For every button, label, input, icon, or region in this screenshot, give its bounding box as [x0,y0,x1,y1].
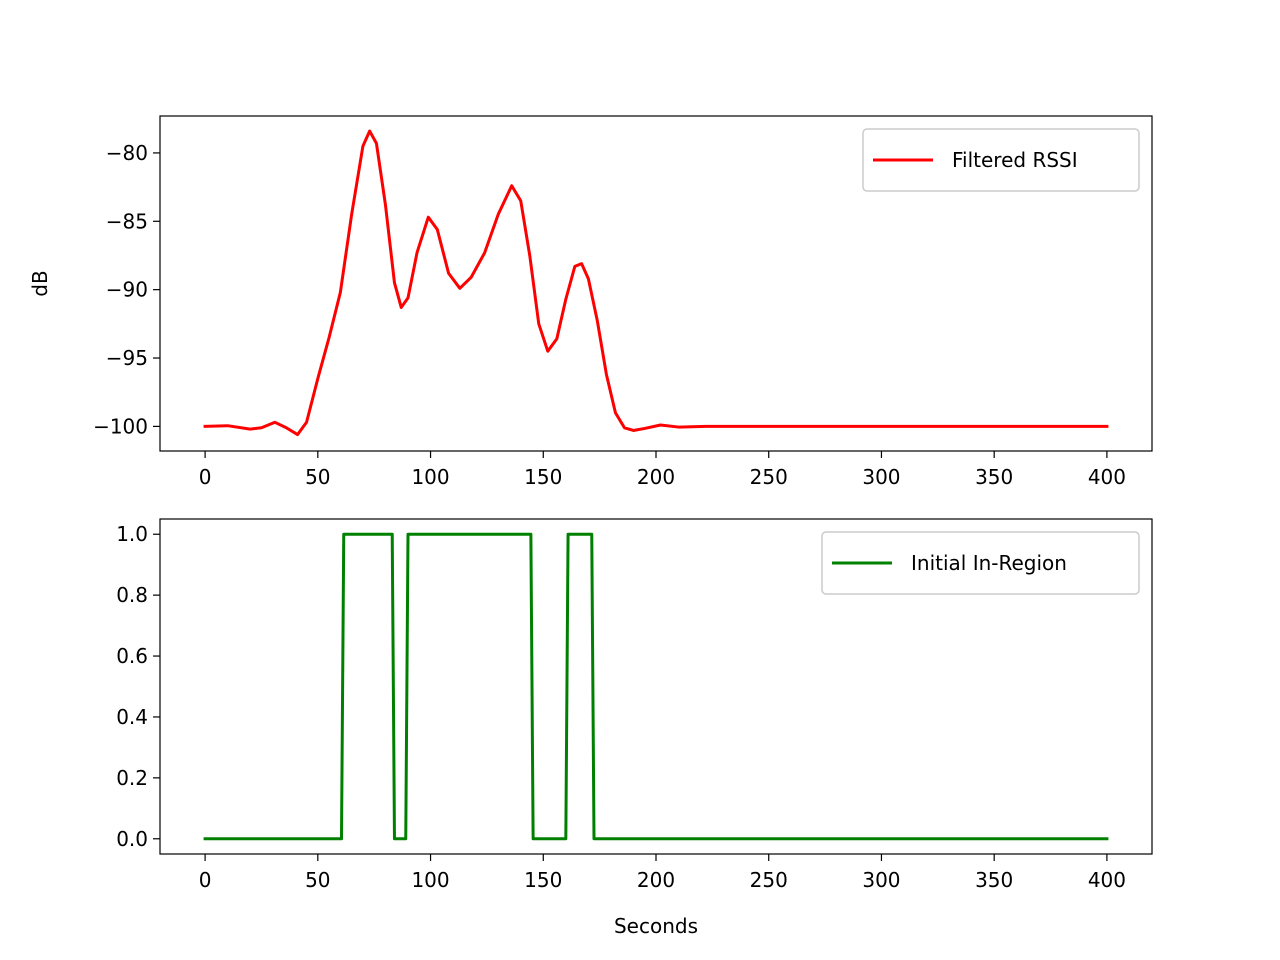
in-region-y-tick-label: 0.0 [116,827,148,851]
in-region-y-ticks: 0.0 0.2 0.4 0.6 0.8 1.0 [116,522,160,851]
rssi-x-tick-label: 350 [975,465,1013,489]
rssi-x-tick-label: 300 [862,465,900,489]
in-region-y-tick-label: 0.6 [116,644,148,668]
rssi-x-tick-label: 400 [1088,465,1126,489]
rssi-subplot: 0 50 100 150 200 250 300 350 400 −100 −95 −90 −85 −8… [28,115,1153,489]
in-region-x-axis-label: Seconds [614,914,698,938]
in-region-x-tick-label: 400 [1088,868,1126,892]
rssi-x-tick-label: 100 [411,465,449,489]
rssi-x-tick-label: 50 [305,465,330,489]
rssi-y-ticks: −100 −95 −90 −85 −80 [93,141,160,438]
rssi-x-ticks: 0 50 100 150 200 250 300 350 400 [199,451,1126,489]
rssi-series-line [203,129,1109,437]
rssi-axes-frame [159,115,1153,452]
in-region-x-tick-label: 0 [199,868,212,892]
in-region-y-tick-label: 0.8 [116,583,148,607]
in-region-axes-frame [159,518,1153,855]
in-region-y-tick-label: 1.0 [116,522,148,546]
in-region-plot-area [203,532,1109,841]
in-region-x-tick-label: 250 [750,868,788,892]
rssi-x-tick-label: 0 [199,465,212,489]
rssi-x-tick-label: 150 [524,465,562,489]
rssi-y-tick-label: −80 [106,141,148,165]
in-region-x-tick-label: 300 [862,868,900,892]
in-region-x-tick-label: 50 [305,868,330,892]
rssi-y-axis-label: dB [28,270,52,296]
in-region-legend-box [821,531,1140,595]
rssi-legend: Filtered RSSI [862,128,1140,192]
rssi-plot-area [203,129,1109,437]
in-region-subplot: 0 50 100 150 200 250 300 350 400 0.0 0.2 0.4 0.6 0.8… [116,518,1153,938]
rssi-legend-label: Filtered RSSI [952,148,1078,172]
in-region-x-tick-label: 350 [975,868,1013,892]
in-region-legend: Initial In-Region [821,531,1140,595]
in-region-legend-label: Initial In-Region [911,551,1067,575]
in-region-x-tick-label: 100 [411,868,449,892]
rssi-legend-box [862,128,1140,192]
in-region-x-tick-label: 150 [524,868,562,892]
rssi-y-tick-label: −100 [93,414,148,438]
rssi-y-tick-label: −85 [106,209,148,233]
rssi-y-tick-label: −95 [106,346,148,370]
in-region-y-tick-label: 0.4 [116,705,148,729]
in-region-x-tick-label: 200 [637,868,675,892]
rssi-x-tick-label: 200 [637,465,675,489]
in-region-y-tick-label: 0.2 [116,766,148,790]
rssi-x-tick-label: 250 [750,465,788,489]
in-region-series-line [203,532,1109,841]
in-region-x-ticks: 0 50 100 150 200 250 300 350 400 [199,854,1126,892]
rssi-y-tick-label: −90 [106,278,148,302]
